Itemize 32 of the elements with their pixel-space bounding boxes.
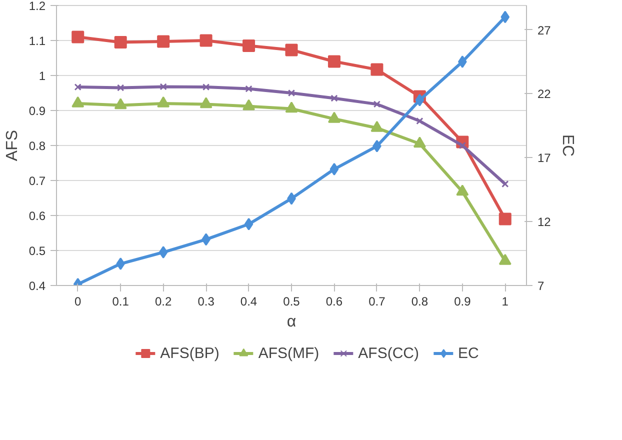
y-tick-label: 1.2 bbox=[28, 0, 46, 13]
x-tick-label: 0.3 bbox=[198, 294, 215, 308]
x-tick-label: 0.4 bbox=[240, 294, 258, 308]
x-tick-label: 0.5 bbox=[283, 294, 300, 308]
legend-label: AFS(MF) bbox=[258, 344, 320, 362]
y-tick-label: 1.1 bbox=[28, 34, 46, 48]
y-tick-label: 0.4 bbox=[28, 279, 46, 293]
y2-tick-label: 7 bbox=[538, 279, 544, 293]
y2-tick-label: 27 bbox=[538, 23, 552, 38]
x-tick-label: 0.6 bbox=[326, 294, 343, 308]
y-tick-label: 0.5 bbox=[28, 244, 46, 258]
y2-axis-title: EC bbox=[558, 134, 576, 157]
x-tick-label: 0.8 bbox=[411, 294, 428, 308]
y-tick-label: 0.8 bbox=[28, 139, 46, 153]
y-tick-label: 0.9 bbox=[28, 104, 46, 118]
legend-label: AFS(BP) bbox=[160, 344, 220, 362]
y2-tick-label: 17 bbox=[538, 151, 552, 166]
x-tick-label: 0.9 bbox=[454, 294, 472, 308]
y-tick-label: 0.6 bbox=[28, 209, 46, 223]
x-axis-title: α bbox=[286, 314, 296, 330]
x-tick-label: 0.1 bbox=[112, 294, 130, 308]
x-tick-label: 0.2 bbox=[154, 294, 172, 308]
x-tick-label: 1 bbox=[502, 294, 509, 308]
y-axis-title: AFS bbox=[4, 130, 21, 162]
x-tick-label: 0 bbox=[74, 294, 82, 308]
y-tick-label: 0.7 bbox=[28, 174, 46, 188]
y2-tick-label: 12 bbox=[538, 215, 552, 230]
y-tick-label: 1 bbox=[38, 69, 46, 83]
y2-tick-label: 22 bbox=[538, 87, 552, 102]
legend-label: AFS(CC) bbox=[358, 344, 419, 362]
x-tick-label: 0.7 bbox=[368, 294, 386, 308]
legend-label: EC bbox=[458, 344, 479, 362]
